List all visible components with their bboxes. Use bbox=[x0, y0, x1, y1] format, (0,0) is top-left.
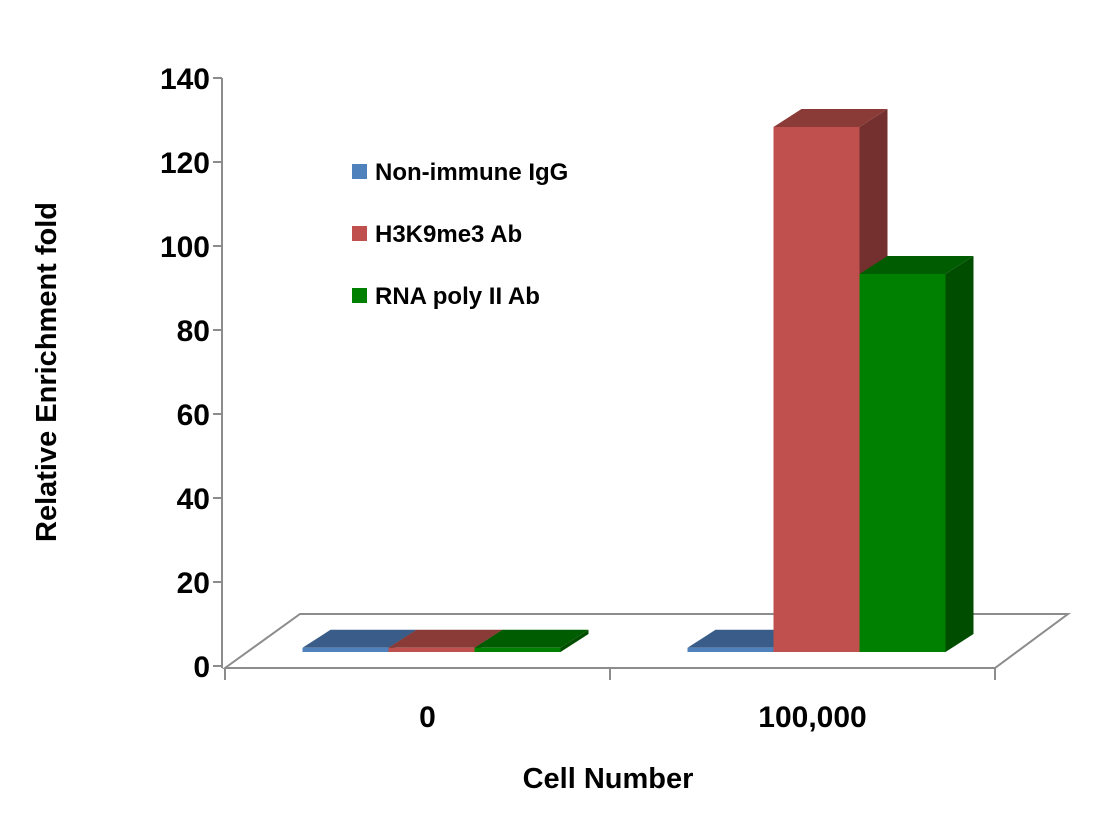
legend-swatch bbox=[352, 288, 367, 303]
bar-front-face bbox=[773, 127, 860, 652]
bar-front-face bbox=[687, 647, 774, 652]
y-tick-label: 40 bbox=[177, 483, 210, 516]
legend-label: H3K9me3 Ab bbox=[375, 221, 522, 248]
bar-top-face bbox=[388, 629, 503, 648]
bar-front-face bbox=[388, 647, 475, 652]
y-tick-label: 80 bbox=[177, 315, 210, 348]
y-tick-label: 140 bbox=[160, 63, 210, 96]
x-category-label: 0 bbox=[419, 701, 436, 734]
y-tick-label: 20 bbox=[177, 567, 210, 600]
bar-top-face bbox=[474, 629, 589, 648]
legend-swatch bbox=[352, 226, 367, 241]
y-tick-label: 120 bbox=[160, 147, 210, 180]
legend-item: RNA poly II Ab bbox=[352, 283, 540, 310]
bar-top-face bbox=[687, 629, 802, 648]
bar-front-face bbox=[859, 274, 946, 652]
x-category-label: 100,000 bbox=[758, 701, 866, 734]
bar bbox=[474, 629, 589, 652]
legend-item: H3K9me3 Ab bbox=[352, 221, 522, 248]
legend-swatch bbox=[352, 164, 367, 179]
bar-top-face bbox=[859, 256, 974, 274]
legend-label: RNA poly II Ab bbox=[375, 283, 540, 310]
y-tick-label: 60 bbox=[177, 399, 210, 432]
bar-front-face bbox=[302, 647, 389, 652]
bar-front-face bbox=[474, 647, 561, 652]
legend-label: Non-immune IgG bbox=[375, 159, 568, 186]
bar-top-face bbox=[773, 109, 888, 127]
bar-top-face bbox=[302, 629, 417, 648]
bar-side-face bbox=[945, 256, 974, 652]
bar bbox=[859, 256, 974, 652]
x-axis-title: Cell Number bbox=[523, 763, 694, 795]
y-axis-title: Relative Enrichment fold bbox=[31, 202, 63, 542]
legend-item: Non-immune IgG bbox=[352, 159, 568, 186]
bar-side-face bbox=[560, 629, 589, 652]
y-tick-label: 0 bbox=[193, 651, 210, 684]
y-tick-label: 100 bbox=[160, 231, 210, 264]
